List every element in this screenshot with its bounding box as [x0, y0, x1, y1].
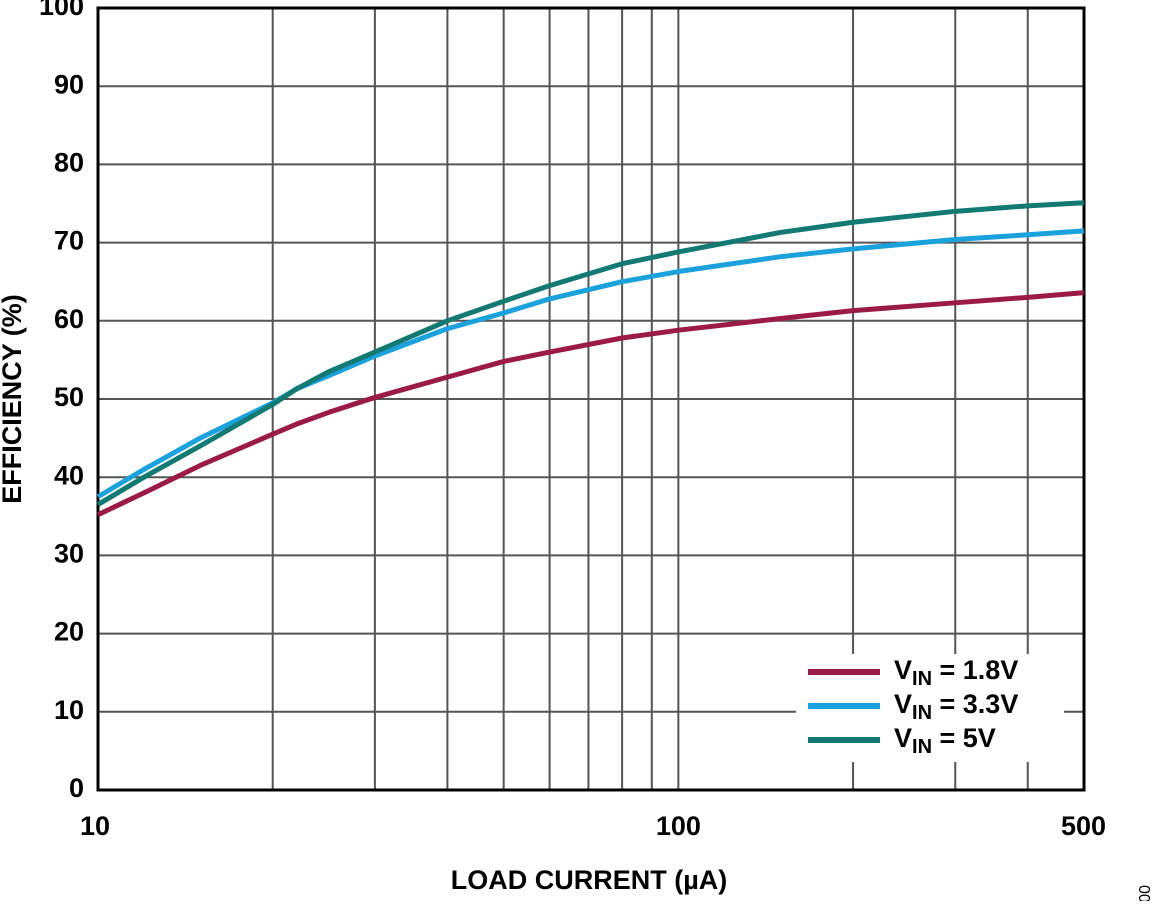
x-tick-label: 500 — [1061, 811, 1106, 841]
x-tick-label: 10 — [80, 811, 110, 841]
y-tick-label: 60 — [54, 304, 84, 334]
data-line — [96, 290, 1085, 517]
legend-label: VIN = 5V — [894, 723, 996, 758]
y-tick-label: 40 — [54, 460, 84, 490]
y-tick-label: 50 — [54, 382, 84, 412]
figure-id: 002 — [1135, 885, 1152, 901]
y-tick-label: 30 — [54, 539, 84, 569]
legend-label: VIN = 3.3V — [894, 689, 1018, 724]
legend-label: VIN = 1.8V — [894, 655, 1018, 690]
y-axis-label: EFFICIENCY (%) — [0, 294, 27, 504]
y-tick-label: 90 — [54, 69, 84, 99]
y-tick-label: 10 — [54, 695, 84, 725]
y-tick-label: 20 — [54, 617, 84, 647]
plot-frame — [96, 6, 1086, 792]
data-line — [96, 200, 1085, 507]
x-axis-label: LOAD CURRENT (µA) — [451, 865, 728, 895]
y-tick-label: 70 — [54, 226, 84, 256]
y-tick-label: 80 — [54, 148, 84, 178]
y-tick-label: 100 — [39, 0, 84, 21]
x-tick-label: 100 — [656, 811, 701, 841]
y-tick-label: 0 — [69, 773, 84, 803]
data-line — [96, 228, 1085, 499]
